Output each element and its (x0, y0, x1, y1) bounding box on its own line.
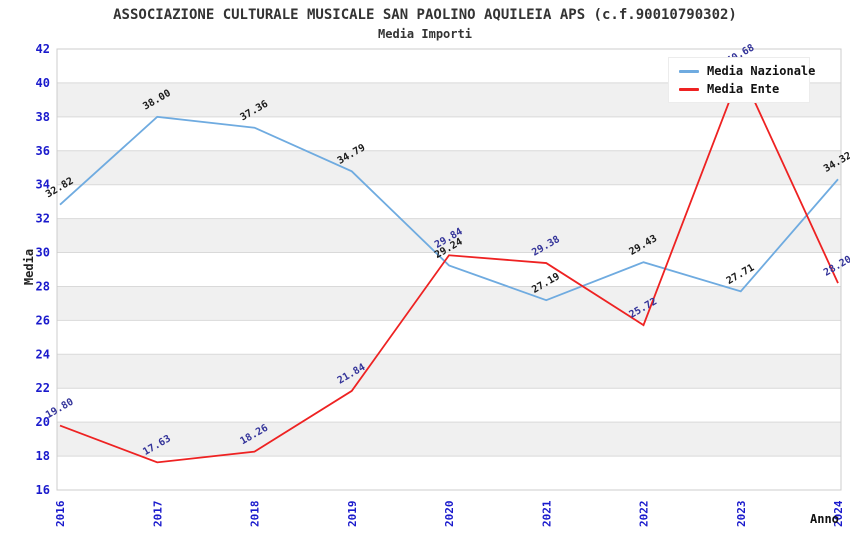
plot-band (57, 354, 841, 389)
y-tick-label: 18 (36, 449, 50, 463)
plot-band (57, 218, 841, 253)
x-tick-label: 2016 (54, 500, 67, 527)
series-line-media-nazionale (59, 115, 839, 302)
plot-band (57, 286, 841, 321)
legend-item-media-nazionale: Media Nazionale (679, 64, 815, 78)
legend-label-media-ente: Media Ente (707, 82, 780, 96)
x-tick-label: 2020 (443, 501, 456, 528)
y-tick-label: 16 (36, 483, 50, 497)
y-tick-label: 34 (36, 178, 50, 192)
legend-item-media-ente: Media Ente (679, 82, 809, 96)
x-tick-label: 2019 (346, 501, 359, 528)
y-tick-label: 42 (36, 42, 50, 56)
y-tick-label: 40 (36, 76, 50, 90)
legend: Media Nazionale Media Ente (668, 57, 815, 103)
y-tick-label: 38 (36, 110, 50, 124)
plot-band (57, 320, 841, 355)
legend-swatch-ente-icon (679, 87, 699, 91)
y-tick-label: 26 (36, 313, 50, 327)
x-tick-label: 2022 (638, 501, 651, 528)
y-tick-label: 32 (36, 212, 50, 226)
plot-band (57, 422, 841, 457)
x-tick-label: 2023 (735, 501, 748, 528)
x-tick-label: 2024 (832, 500, 845, 527)
y-axis-title: Media (22, 248, 36, 286)
y-tick-label: 30 (36, 246, 50, 260)
legend-label-media-nazionale: Media Nazionale (707, 64, 816, 78)
x-axis-title: Anno (810, 512, 839, 526)
y-tick-label: 28 (36, 279, 50, 293)
y-tick-label: 36 (36, 144, 50, 158)
y-tick-label: 24 (36, 347, 50, 361)
x-tick-label: 2017 (151, 501, 164, 528)
plot-border (56, 48, 842, 491)
y-tick-label: 20 (36, 415, 50, 429)
x-tick-label: 2021 (540, 500, 553, 527)
plot-band (57, 388, 841, 423)
chart-title: ASSOCIAZIONE CULTURALE MUSICALE SAN PAOL… (113, 7, 737, 23)
y-tick-label: 22 (36, 381, 50, 395)
x-tick-label: 2018 (249, 501, 262, 528)
plot-band (57, 456, 841, 490)
chart-subtitle: Media Importi (378, 27, 472, 41)
plot-band (57, 184, 841, 219)
legend-swatch-nazionale-icon (679, 69, 699, 73)
plot-band (57, 252, 841, 287)
plot-band (57, 116, 841, 151)
plot-band (57, 150, 841, 185)
series-line-media-ente (59, 69, 839, 464)
